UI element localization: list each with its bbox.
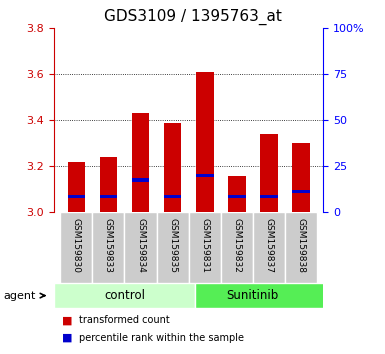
Bar [196,72,214,212]
Bar [100,195,117,198]
Bar [54,283,195,308]
Bar [196,174,214,177]
Bar [132,178,149,182]
Bar [100,157,117,212]
Text: GSM159833: GSM159833 [104,218,113,273]
Text: GSM159837: GSM159837 [264,218,273,273]
Bar [292,143,310,212]
Bar [253,212,285,283]
Text: Sunitinib: Sunitinib [227,289,279,302]
Text: GSM159832: GSM159832 [232,218,241,273]
Text: GSM159830: GSM159830 [72,218,81,273]
Text: GDS3109 / 1395763_at: GDS3109 / 1395763_at [104,9,281,25]
Text: transformed count: transformed count [79,315,170,325]
Text: ■: ■ [62,333,72,343]
Bar [260,134,278,212]
Text: GSM159835: GSM159835 [168,218,177,273]
Bar [67,162,85,212]
Bar [157,212,189,283]
Text: GSM159834: GSM159834 [136,218,145,273]
Bar [164,122,181,212]
Bar [92,212,124,283]
Bar [195,283,333,308]
Bar [132,113,149,212]
Text: GSM159838: GSM159838 [296,218,305,273]
Text: control: control [104,289,145,302]
Bar [67,195,85,198]
Bar [164,195,181,198]
Bar [228,195,246,198]
Bar [228,176,246,212]
Text: percentile rank within the sample: percentile rank within the sample [79,333,244,343]
Text: agent: agent [4,291,36,301]
Bar [292,190,310,193]
Bar [60,212,92,283]
Bar [260,195,278,198]
Bar [189,212,221,283]
Text: GSM159831: GSM159831 [200,218,209,273]
Bar [124,212,157,283]
Bar [221,212,253,283]
Bar [285,212,317,283]
Text: ■: ■ [62,315,72,325]
